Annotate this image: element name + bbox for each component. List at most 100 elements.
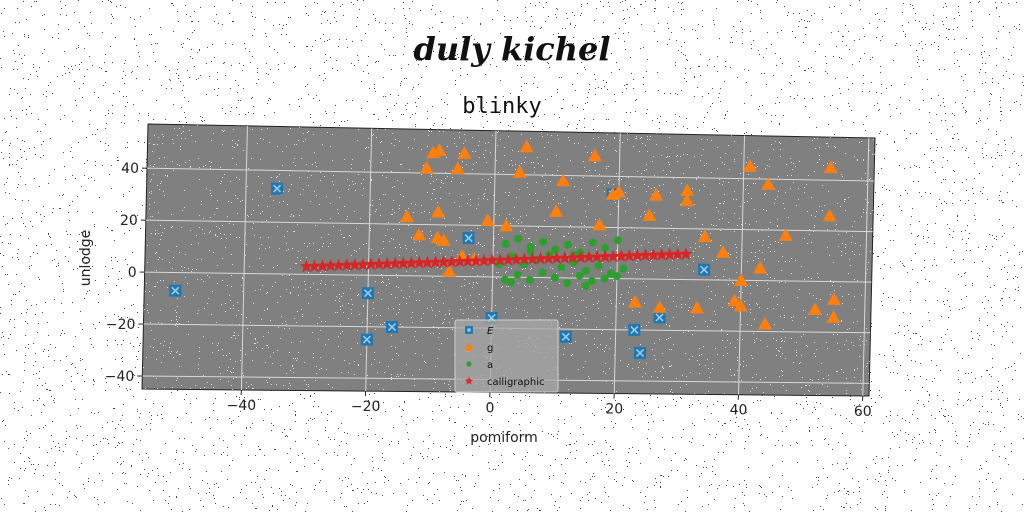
point-g [733,298,748,312]
point-g [652,300,667,313]
point-g [549,204,564,217]
point-calligraphic [550,251,564,264]
point-calligraphic [574,250,588,264]
legend-box [454,319,559,393]
point-e [361,287,374,300]
point-a [557,263,566,272]
point-calligraphic [461,254,475,267]
point-a [587,276,596,285]
point-g [826,310,841,323]
x-axis-label: pomiform [470,430,538,446]
point-calligraphic [380,256,394,270]
point-calligraphic [420,255,435,269]
point-calligraphic [477,253,491,267]
point-a [500,275,509,284]
point-calligraphic [485,253,499,267]
point-a [551,245,560,254]
point-a [606,269,615,278]
point-a [550,273,559,282]
point-g [450,161,465,175]
point-a [594,261,603,270]
point-calligraphic [356,257,370,271]
point-calligraphic [469,254,483,267]
legend-marker [464,342,474,351]
point-calligraphic [453,254,467,268]
point-g [592,217,607,231]
point-calligraphic [590,250,604,263]
point-g [457,146,472,159]
legend-label: a [487,360,493,371]
x-axis-ticks: −40 −20 0 20 40 60 [227,389,872,420]
point-calligraphic [437,255,451,268]
point-a [613,236,622,245]
point-calligraphic [582,250,596,263]
x-tick-label: 40 [730,403,748,419]
point-g [411,227,426,241]
legend-label: g [487,343,493,354]
point-g [605,187,620,200]
point-e [360,333,373,346]
point-e [169,284,182,297]
figure-suptitle: duly kichel [413,30,611,68]
point-calligraphic [299,259,313,273]
point-calligraphic [501,252,515,266]
point-calligraphic [630,248,644,262]
point-e [559,330,572,343]
point-g [680,193,695,207]
x-tick-label: −40 [227,398,257,414]
y-axis-ticks: −40 −20 0 20 40 [105,161,147,385]
point-calligraphic [646,248,661,261]
point-g [399,209,414,223]
point-a [581,281,590,290]
y-tick-label: 20 [120,213,138,229]
point-g [431,204,446,218]
point-g [823,160,838,174]
point-g [716,245,731,258]
point-a [612,272,621,281]
point-calligraphic [671,247,685,260]
point-g [649,188,664,201]
point-g [627,294,642,308]
point-g [442,264,457,277]
point-a [507,278,516,287]
point-calligraphic [606,249,620,263]
x-tick-label: 20 [605,402,623,418]
point-calligraphic [541,251,556,265]
point-calligraphic [654,247,669,261]
point-calligraphic [307,259,322,272]
point-a [538,268,547,277]
point-g [556,173,571,187]
point-g [761,177,776,190]
point-calligraphic [340,258,354,271]
point-e [698,263,711,276]
point-calligraphic [614,249,628,262]
y-grid-line [146,167,875,182]
point-g [432,143,447,156]
point-calligraphic [396,256,410,269]
point-calligraphic [663,247,677,261]
point-calligraphic [348,258,362,271]
data-marks [169,139,841,359]
x-tick-label: −20 [351,399,381,415]
chart-title: blinky [462,94,542,119]
y-tick-label: −40 [105,369,135,385]
point-calligraphic [445,254,459,268]
point-g [480,213,495,226]
x-tick-label: 60 [854,404,872,420]
x-tick-label: 0 [486,400,495,416]
legend-label: E [487,326,494,337]
point-e [628,323,641,336]
point-a [539,237,548,246]
point-a [600,274,609,283]
point-g [743,159,758,172]
point-g [778,228,793,241]
point-a [619,264,628,273]
point-g [436,233,451,246]
y-axis-label: unlodge [78,230,94,287]
point-a [514,234,523,243]
point-e [462,232,475,245]
point-g [758,316,773,330]
point-calligraphic [428,255,443,268]
point-calligraphic [533,251,548,265]
